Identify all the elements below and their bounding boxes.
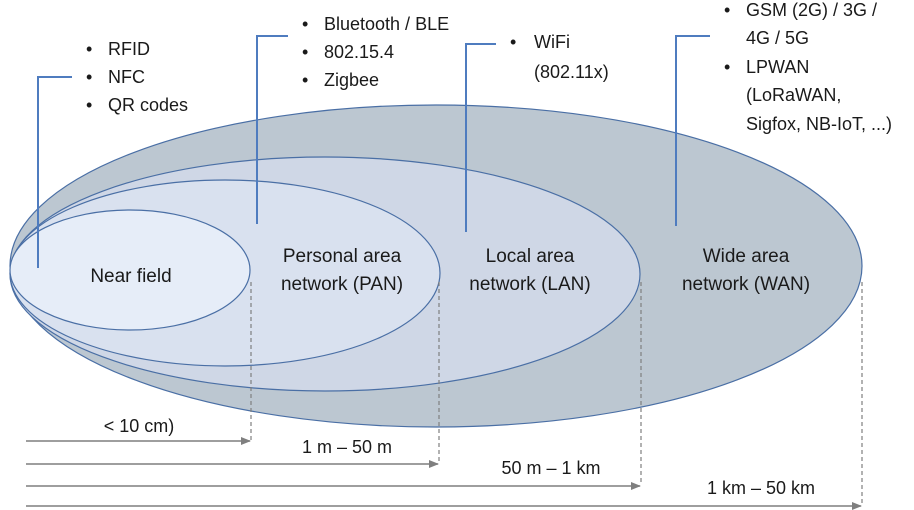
lan-range-label: 50 m – 1 km xyxy=(501,458,600,478)
list-item: (802.11x) xyxy=(534,62,609,82)
near-leader-line xyxy=(37,76,72,268)
bullet-glyph: • xyxy=(724,0,730,20)
near-bullets: • RFID • NFC • QR codes xyxy=(86,39,188,115)
bullet-glyph: • xyxy=(86,67,92,87)
list-item: Bluetooth / BLE xyxy=(324,14,449,34)
pan-leader-line xyxy=(256,35,288,224)
lan-bullets: • WiFi (802.11x) xyxy=(510,32,609,82)
pan-label-line1: Personal area xyxy=(283,246,402,267)
bullet-glyph: • xyxy=(510,32,516,52)
list-item: Zigbee xyxy=(324,70,379,90)
list-item: LPWAN xyxy=(746,57,809,77)
list-item: RFID xyxy=(108,39,150,59)
lan-leader-line xyxy=(465,43,496,232)
lan-label-line2: network (LAN) xyxy=(469,274,590,295)
bullet-glyph: • xyxy=(86,95,92,115)
near-label: Near field xyxy=(90,266,171,287)
bullet-glyph: • xyxy=(302,42,308,62)
bullet-glyph: • xyxy=(724,57,730,77)
list-item: NFC xyxy=(108,67,145,87)
leader-lines xyxy=(37,35,710,268)
wan-label-line2: network (WAN) xyxy=(682,274,810,295)
list-item: 4G / 5G xyxy=(746,28,809,48)
wan-bullets: • GSM (2G) / 3G / 4G / 5G • LPWAN (LoRaW… xyxy=(724,0,892,134)
list-item: 802.15.4 xyxy=(324,42,394,62)
near-range-label: < 10 cm) xyxy=(104,416,175,436)
wan-range-label: 1 km – 50 km xyxy=(707,478,815,498)
pan-range-label: 1 m – 50 m xyxy=(302,437,392,457)
bullet-glyph: • xyxy=(302,70,308,90)
pan-label-line2: network (PAN) xyxy=(281,274,403,295)
wan-label-line1: Wide area xyxy=(703,246,790,267)
range-dashed-lines xyxy=(250,282,863,506)
bullet-glyph: • xyxy=(86,39,92,59)
range-arrows xyxy=(26,437,862,510)
near-ellipse xyxy=(9,209,251,331)
list-item: GSM (2G) / 3G / xyxy=(746,0,877,20)
zone-ellipses xyxy=(9,104,863,428)
list-item: WiFi xyxy=(534,32,570,52)
wan-leader-line xyxy=(675,35,710,226)
list-item: Sigfox, NB-IoT, ...) xyxy=(746,114,892,134)
list-item: QR codes xyxy=(108,95,188,115)
list-item: (LoRaWAN, xyxy=(746,85,841,105)
pan-bullets: • Bluetooth / BLE • 802.15.4 • Zigbee xyxy=(302,14,449,90)
zone-labels: Near field Personal area network (PAN) L… xyxy=(90,246,810,295)
bullet-glyph: • xyxy=(302,14,308,34)
range-labels: < 10 cm) 1 m – 50 m 50 m – 1 km 1 km – 5… xyxy=(104,416,815,498)
lan-label-line1: Local area xyxy=(486,246,575,267)
